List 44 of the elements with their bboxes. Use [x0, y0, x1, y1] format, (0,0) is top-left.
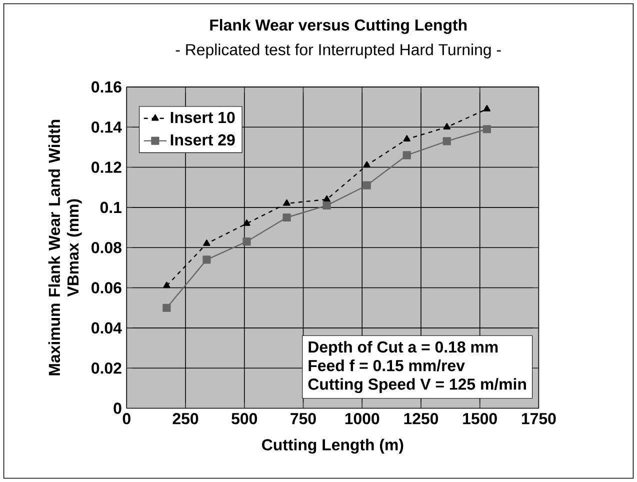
chart-subtitle: - Replicated test for Interrupted Hard Turning - [176, 44, 501, 58]
point [322, 201, 331, 210]
x-tick-label: 500 [232, 412, 258, 424]
y-tick-label: 0.04 [92, 322, 122, 334]
y-tick-label: 0.08 [92, 242, 122, 254]
y-tick-label: 0.02 [92, 362, 122, 374]
y-tick-label: 0.12 [92, 162, 122, 173]
x-tick-label: 250 [172, 412, 198, 424]
point [163, 282, 170, 288]
x-tick-label: 0 [122, 412, 130, 424]
point [482, 125, 491, 134]
point [283, 199, 290, 206]
annotation: Feed f = 0.15 mm/rev [308, 360, 465, 372]
x-tick-label: 1750 [522, 412, 556, 424]
y-tick-label: 0 [114, 402, 122, 414]
annotation: Depth of Cut a = 0.18 mm [308, 340, 498, 356]
point [442, 137, 451, 146]
point [282, 213, 291, 222]
point [402, 151, 411, 160]
annotation: Cutting Speed V = 125 m/min [308, 378, 526, 394]
y-tick-label: 0.1 [100, 202, 122, 214]
point [362, 181, 371, 190]
y-tick-label: 0.06 [92, 282, 122, 294]
legend-label: Insert 10 [170, 112, 235, 124]
point [242, 238, 251, 246]
point [443, 123, 450, 130]
point [162, 304, 171, 312]
x-tick-label: 1000 [345, 412, 380, 424]
x-tick-label: 750 [290, 412, 316, 424]
x-tick-label: 1500 [463, 412, 497, 424]
chart-title: Flank Wear versus Cutting Length [210, 19, 467, 34]
point [323, 195, 330, 202]
x-axis-title: Cutting Length (m) [262, 438, 404, 454]
point [483, 104, 490, 112]
point [363, 161, 370, 168]
point [243, 219, 250, 226]
point [202, 256, 211, 264]
point [203, 240, 210, 246]
y-axis-title: Maximum Flank Wear Land Width VBmax (mm) [48, 120, 82, 376]
y-tick-label: 0.14 [92, 121, 122, 133]
point [403, 135, 410, 142]
y-tick-label: 0.16 [92, 81, 122, 93]
legend-label: Insert 29 [170, 134, 235, 146]
x-tick-label: 1250 [404, 412, 438, 424]
